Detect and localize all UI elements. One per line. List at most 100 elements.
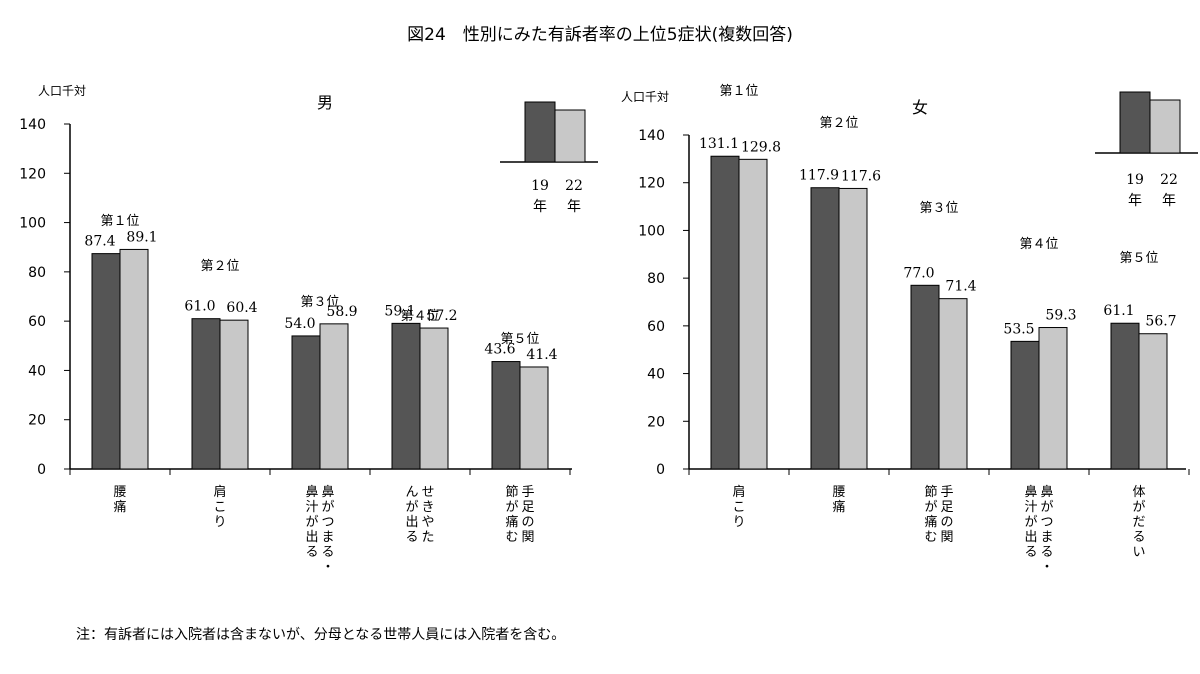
category-label: 体がだるい [1132,485,1145,560]
y-tick-label: 0 [656,462,665,478]
bar-2022 [319,323,349,470]
y-tick-label: 100 [19,216,46,232]
bar-2019 [291,335,321,470]
bar-2022 [419,327,449,470]
rank-label: 第４位 [400,309,439,324]
data-label: 53.5 [1003,321,1034,337]
bar-2019 [710,155,740,470]
category-label: 鼻がつまる・ [321,484,334,575]
data-label: 61.1 [1103,303,1134,319]
rank-label: 第２位 [819,116,858,131]
legend-label: 19 年 [531,178,549,215]
category-label: 肩こり [732,484,745,530]
rank-label: 第１位 [100,214,139,229]
data-label: 58.9 [326,304,357,320]
chart-title: 男 [317,93,333,112]
legend: 19 年 22 年 [1095,91,1198,209]
y-tick-label: 100 [638,223,665,239]
bar-2019 [1110,322,1140,470]
rank-label: 第５位 [500,332,539,347]
y-tick-label: 80 [28,265,46,281]
category-label: 手足の関 [521,485,534,545]
category-label: んが出る [405,485,418,545]
data-label: 43.6 [484,342,515,358]
bar-2022 [219,319,249,470]
figure-title: 図24 性別にみた有訴者率の上位5症状(複数回答) [407,25,793,45]
bar-2022 [1038,327,1068,470]
data-label: 57.2 [426,308,457,324]
y-tick-label: 120 [638,176,665,192]
y-tick-label: 60 [647,319,665,335]
data-label: 117.9 [799,168,839,184]
bar-2022 [1138,333,1168,470]
rank-label: 第３位 [919,201,958,216]
y-tick-label: 20 [28,413,46,429]
legend-swatch-2022 [554,109,586,163]
data-label: 41.4 [526,347,557,363]
data-label: 56.7 [1145,314,1176,330]
data-label: 89.1 [126,229,157,245]
bar-2022 [838,187,868,470]
bar-2019 [391,322,421,470]
category-label: 鼻汁が出る [1024,484,1037,560]
data-label: 131.1 [699,136,739,152]
footnote: 注：有訴者には入院者は含まないが、分母となる世帯人員には入院者を含む。 [76,627,566,643]
bar-2022 [119,248,149,470]
category-label: 腰痛 [832,485,845,515]
y-tick-label: 0 [37,462,46,478]
data-label: 87.4 [84,234,115,250]
bar-2019 [91,253,121,470]
legend-label: 19 年 [1126,172,1144,209]
y-axis-unit: 人口千対 [621,90,669,104]
y-axis-unit: 人口千対 [38,84,86,98]
data-label: 54.0 [284,316,315,332]
bar-2022 [938,298,968,470]
rank-label: 第３位 [300,295,339,310]
rank-label: 第１位 [719,84,758,99]
y-tick-label: 40 [28,363,46,379]
rank-label: 第５位 [1119,251,1158,266]
y-tick-label: 60 [28,314,46,330]
data-label: 60.4 [226,300,257,316]
category-label: 肩こり [213,484,226,530]
rank-label: 第２位 [200,259,239,274]
y-tick-label: 140 [638,128,665,144]
y-tick-label: 140 [19,117,46,133]
legend-swatch-2019 [524,101,556,163]
data-label: 129.8 [741,139,781,155]
bar-2019 [191,318,221,470]
chart-title: 女 [912,98,928,117]
category-label: 鼻がつまる・ [1040,484,1053,575]
category-label: せきやた [421,485,434,545]
data-label: 61.0 [184,299,215,315]
y-tick-label: 80 [647,271,665,287]
category-label: 手足の関 [940,485,953,545]
y-tick-label: 40 [647,367,665,383]
y-tick-label: 20 [647,414,665,430]
legend-swatch-2019 [1119,91,1151,154]
bar-2022 [738,158,768,470]
bar-2019 [810,187,840,470]
legend-swatch-2022 [1149,99,1181,154]
legend: 19 年 22 年 [500,101,598,215]
bar-2019 [491,361,521,470]
rank-label: 第４位 [1019,237,1058,252]
data-label: 59.1 [384,303,415,319]
category-label: 節が痛む [924,485,937,545]
category-label: 鼻汁が出る [305,484,318,560]
data-label: 77.0 [903,265,934,281]
bar-2022 [519,366,549,470]
y-tick-label: 120 [19,166,46,182]
bar-2019 [910,284,940,470]
category-label: 節が痛む [505,485,518,545]
category-label: 腰痛 [113,485,126,515]
legend-label: 22 年 [565,178,583,215]
data-label: 117.6 [841,168,881,184]
bar-2019 [1010,340,1040,470]
data-label: 71.4 [945,279,976,295]
legend-label: 22 年 [1160,172,1178,209]
data-label: 59.3 [1045,308,1076,324]
